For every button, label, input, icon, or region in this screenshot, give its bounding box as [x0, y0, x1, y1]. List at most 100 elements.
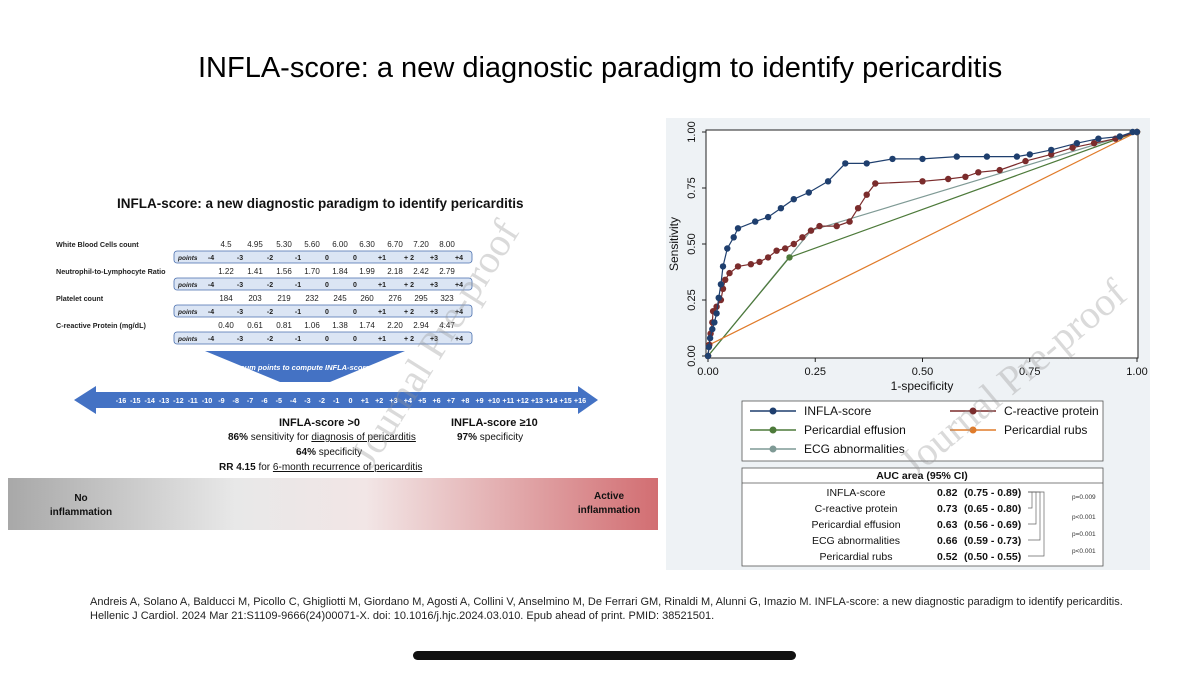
cutoff-value: 323	[440, 294, 454, 303]
point-value: -4	[208, 282, 214, 289]
point-value: 0	[353, 282, 357, 289]
point-value: 0	[325, 255, 329, 262]
point-value: +4	[455, 309, 463, 316]
roc-point	[872, 180, 879, 187]
point-value: +1	[378, 336, 386, 343]
p-value-label: p=0.001	[1072, 531, 1096, 538]
point-value: + 2	[404, 309, 414, 316]
scale-tick-label: +8	[461, 396, 469, 405]
auc-value: 0.52	[937, 551, 958, 563]
sensitivity-line: 86% sensitivity for diagnosis of pericar…	[228, 432, 416, 443]
legend-marker	[769, 426, 777, 434]
cutoff-value: 2.42	[413, 267, 429, 276]
roc-point	[1048, 151, 1055, 158]
p-value-label: p<0.001	[1072, 548, 1096, 555]
x-tick-label: 0.75	[1019, 366, 1040, 378]
x-axis-label: 1-specificity	[891, 379, 954, 393]
roc-point	[1026, 151, 1033, 158]
roc-point	[706, 334, 714, 342]
scale-tick-label: +3	[389, 396, 397, 405]
roc-point	[1133, 128, 1141, 136]
parameter-label: C-reactive Protein (mg/dL)	[56, 321, 146, 330]
roc-point	[807, 227, 815, 234]
cutoff-value: 295	[414, 294, 428, 303]
score-scale-arrow	[74, 386, 598, 414]
cutoff-value: 260	[360, 294, 374, 303]
cutoff-value: 8.00	[439, 240, 455, 249]
y-axis-label: Sensitivity	[667, 217, 681, 271]
roc-point	[975, 169, 982, 176]
no-inflammation-label-2: inflammation	[50, 507, 112, 518]
scale-tick-label: +2	[375, 396, 383, 405]
specificity-gt0-line: 64% specificity	[296, 447, 362, 458]
scale-tick-label: -13	[159, 396, 169, 405]
auc-ci: (0.59 - 0.73)	[964, 535, 1021, 547]
legend-label: C-reactive protein	[1004, 404, 1099, 418]
point-value: -3	[237, 336, 243, 343]
cutoff-value: 1.38	[332, 321, 348, 330]
scale-tick-label: -3	[304, 396, 310, 405]
auc-value: 0.82	[937, 487, 958, 499]
home-indicator-bar[interactable]	[413, 651, 796, 660]
point-value: -4	[208, 255, 214, 262]
roc-point	[730, 234, 737, 241]
x-tick-label: 0.50	[912, 366, 933, 378]
point-value: 0	[325, 336, 329, 343]
roc-point	[719, 263, 727, 270]
roc-point	[842, 160, 849, 167]
cutoff-value: 1.70	[304, 267, 320, 276]
sum-arrow	[205, 351, 405, 382]
scale-tick-label: +4	[404, 396, 412, 405]
scale-tick-label: +13	[531, 396, 543, 405]
point-value: -1	[295, 282, 301, 289]
roc-point	[756, 258, 763, 266]
auc-row-label: C-reactive protein	[815, 503, 898, 515]
scale-tick-label: +14	[545, 396, 557, 405]
sum-label: sum points to compute INFLA-score	[240, 363, 369, 372]
x-tick-label: 0.25	[805, 366, 826, 378]
scale-tick-label: -7	[247, 396, 253, 405]
legend-label: ECG abnormalities	[804, 442, 905, 456]
roc-point	[889, 155, 896, 163]
points-row	[173, 331, 473, 345]
p-value-label: p=0.009	[1072, 494, 1096, 501]
roc-point	[1095, 135, 1102, 142]
auc-table-header: AUC area (95% CI)	[876, 470, 968, 482]
specificity-ge10-line: 97% specificity	[457, 432, 523, 443]
point-value: -4	[208, 336, 214, 343]
roc-point	[805, 189, 812, 196]
y-tick-label: 0.50	[686, 233, 698, 254]
y-tick-label: 1.00	[686, 121, 698, 142]
scale-tick-label: +1	[361, 396, 369, 405]
point-value: 0	[353, 336, 357, 343]
point-value: 0	[353, 255, 357, 262]
legend-label: INFLA-score	[804, 404, 872, 418]
auc-value: 0.63	[937, 519, 958, 531]
scale-tick-label: +10	[488, 396, 500, 405]
citation: Andreis A, Solano A, Balducci M, Picollo…	[90, 595, 1123, 623]
auc-ci: (0.50 - 0.55)	[964, 551, 1021, 563]
scale-tick-label: -5	[276, 396, 282, 405]
cutoff-value: 276	[388, 294, 402, 303]
threshold-ge10: INFLA-score ≥10	[451, 417, 538, 429]
roc-point	[833, 222, 840, 230]
point-value: -2	[267, 309, 273, 316]
point-value: +3	[430, 309, 438, 316]
points-label: points	[177, 255, 198, 262]
cutoff-value: 5.30	[276, 240, 292, 249]
auc-ci: (0.56 - 0.69)	[964, 519, 1021, 531]
cutoff-value: 1.74	[359, 321, 375, 330]
point-value: + 2	[404, 282, 414, 289]
point-value: +1	[378, 255, 386, 262]
point-value: -2	[267, 282, 273, 289]
legend-marker	[969, 407, 977, 415]
inflammation-gradient-bar	[8, 478, 658, 530]
point-value: -1	[295, 309, 301, 316]
scale-tick-label: -1	[333, 396, 339, 405]
cutoff-value: 0.40	[218, 321, 234, 330]
cutoff-value: 219	[277, 294, 291, 303]
roc-point	[996, 166, 1003, 174]
auc-value: 0.66	[937, 535, 958, 547]
roc-point	[724, 245, 731, 252]
points-label: points	[177, 309, 198, 316]
